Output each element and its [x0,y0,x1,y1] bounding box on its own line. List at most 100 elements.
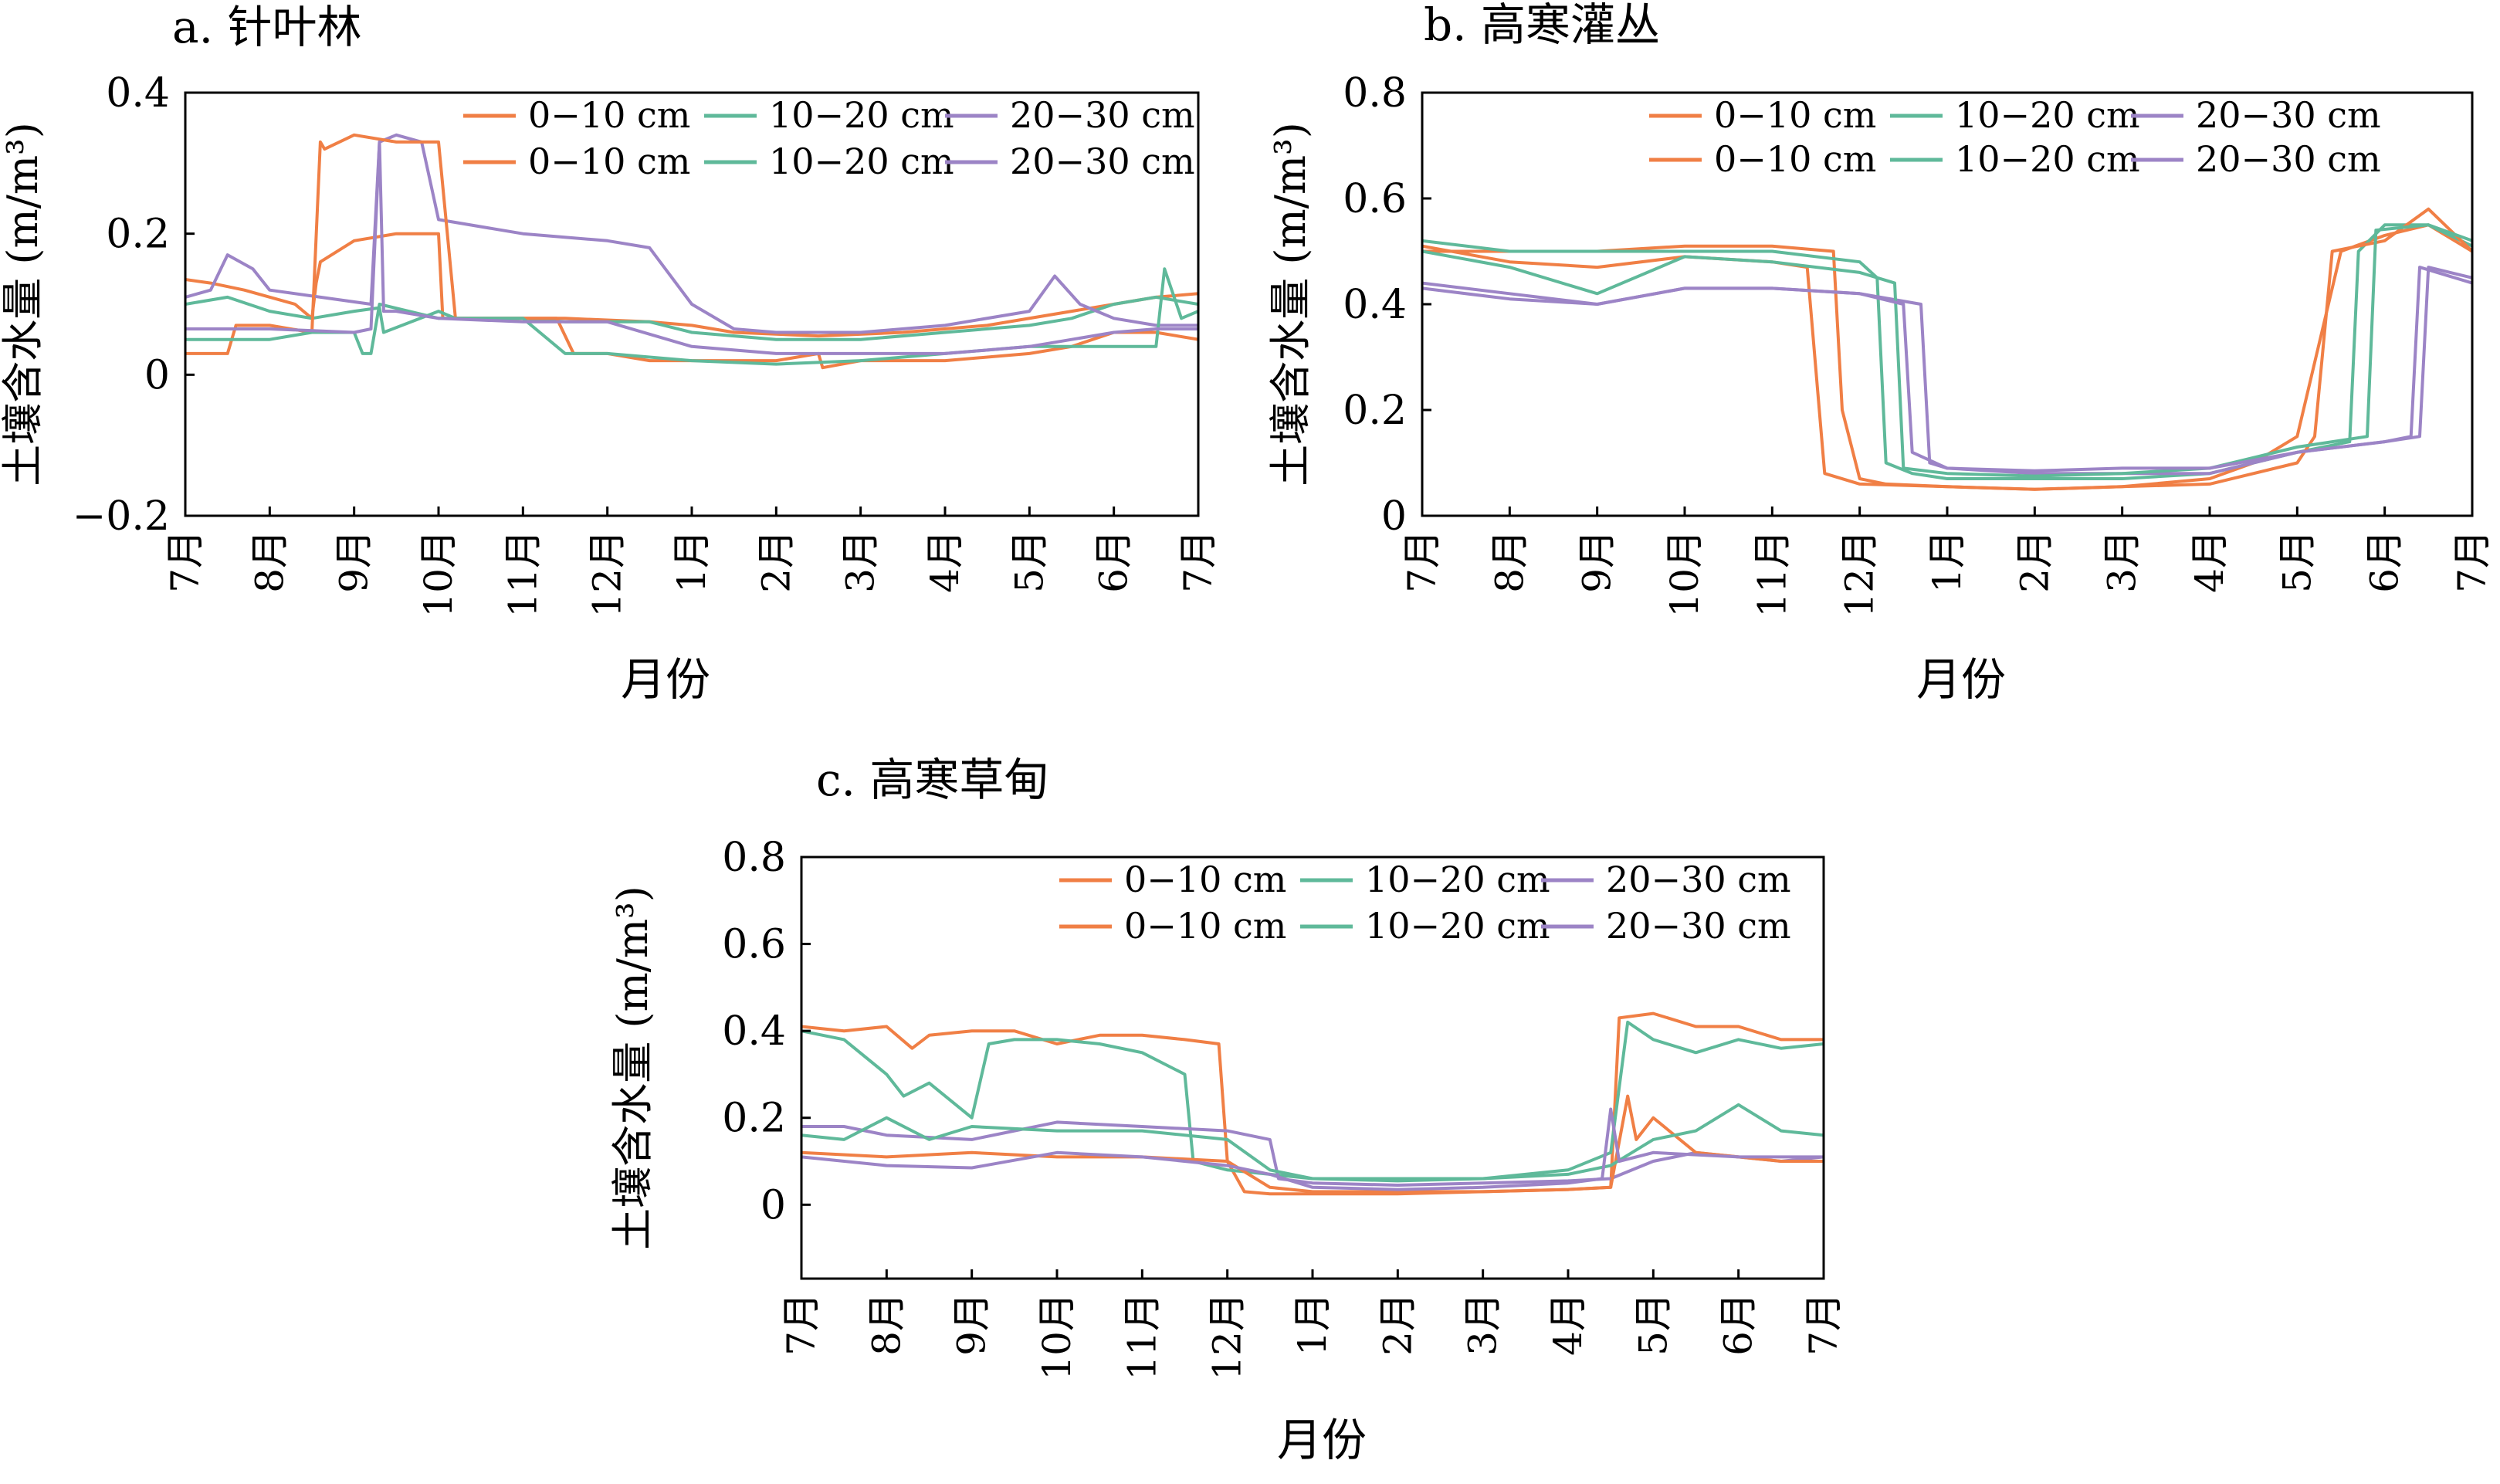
series-group [1422,207,2472,491]
x-tick-label: 7月 [1176,530,1221,593]
series-line-3 [185,133,1198,370]
legend-label: 10−20 cm [1365,905,1550,947]
series-line-0 [801,1011,1824,1196]
x-tick-label: 6月 [1716,1293,1761,1356]
chart-title: c. 高寒草甸 [816,754,1048,806]
series-line-3 [801,1094,1824,1194]
series-line-3 [1422,207,2472,491]
series-line-1 [1422,223,2472,480]
x-tick-label: 2月 [754,530,798,593]
x-tick-label: 2月 [2012,530,2057,593]
legend: 0−10 cm 10−20 cm 20−30 cm 0−10 cm 10−20 cm 20… [1649,94,2381,180]
x-axis-label: 月份 [1916,653,2006,706]
y-tick-label: 0.4 [722,1008,786,1055]
x-tick-label: 10月 [1662,530,1707,618]
x-tick-label: 1月 [669,530,714,593]
x-tick-label: 5月 [2275,530,2319,593]
x-tick-label: 5月 [1007,530,1052,593]
legend-label: 0−10 cm [528,94,690,136]
chart-title: b. 高寒灌丛 [1424,0,1660,51]
series-line-5 [1422,266,2472,473]
x-tick-label: 3月 [1461,1293,1506,1356]
x-axis-label: 月份 [621,653,710,706]
legend-label: 20−30 cm [1010,94,1195,136]
chart-title: a. 针叶林 [172,1,361,53]
legend-label: 20−30 cm [2196,138,2381,180]
x-tick-label: 11月 [1750,530,1794,618]
series-line-4 [1422,223,2472,478]
x-tick-label: 10月 [416,530,461,618]
series-line-5 [185,140,1198,355]
series-line-2 [1422,266,2472,476]
y-axis-label: 土壤含水量 (m/m³) [608,886,657,1250]
x-tick-label: 12月 [585,530,630,618]
legend: 0−10 cm 10−20 cm 20−30 cm 0−10 cm 10−20 cm 20… [1059,859,1791,947]
x-axis-label: 月份 [1277,1414,1367,1466]
x-tick-label: 3月 [2100,530,2145,593]
x-tick-label: 7月 [1400,530,1445,593]
series-line-2 [185,133,1198,334]
legend-label: 10−20 cm [1955,94,2140,136]
legend-label: 10−20 cm [1365,859,1550,900]
y-axis-label: 土壤含水量 (m/m³) [1266,122,1315,486]
x-tick-label: 4月 [2187,530,2232,593]
legend-label: 10−20 cm [1955,138,2140,180]
legend-label: 0−10 cm [1124,905,1286,947]
legend-label: 20−30 cm [1606,905,1791,947]
y-tick-label: 0.6 [1343,176,1407,222]
series-group [185,133,1198,370]
y-tick-label: 0.2 [722,1096,786,1142]
x-tick-label: 11月 [500,530,545,618]
series-line-1 [801,1020,1824,1181]
y-tick-label: 0.6 [722,922,786,968]
y-tick-label: 0 [144,352,170,398]
x-tick-label: 12月 [1205,1293,1250,1381]
legend-label: 20−30 cm [1010,141,1195,182]
x-tick-label: 7月 [779,1293,824,1356]
x-tick-label: 4月 [923,530,967,593]
y-tick-label: 0.4 [106,70,170,117]
x-tick-label: 5月 [1631,1293,1675,1356]
x-tick-label: 6月 [2363,530,2407,593]
x-tick-label: 9月 [332,530,377,593]
x-tick-label: 3月 [838,530,883,593]
legend-label: 10−20 cm [769,94,954,136]
legend-label: 0−10 cm [528,141,690,182]
series-line-5 [801,1107,1824,1191]
x-tick-label: 8月 [1487,530,1532,593]
y-tick-label: −0.2 [73,493,170,540]
x-tick-label: 9月 [1575,530,1620,593]
y-tick-label: 0.2 [106,212,170,258]
y-axis-label: 土壤含水量 (m/m³) [0,122,47,486]
x-tick-label: 1月 [1925,530,1970,593]
y-tick-label: 0.8 [1343,70,1407,117]
x-tick-label: 1月 [1290,1293,1335,1356]
x-tick-label: 8月 [864,1293,909,1356]
x-tick-label: 12月 [1838,530,1882,618]
legend-label: 0−10 cm [1714,138,1876,180]
series-group [801,1011,1824,1196]
x-tick-label: 9月 [950,1293,994,1356]
legend-label: 0−10 cm [1714,94,1876,136]
x-tick-label: 7月 [1801,1293,1846,1356]
x-tick-label: 11月 [1120,1293,1164,1381]
x-tick-label: 2月 [1375,1293,1420,1356]
x-tick-label: 7月 [163,530,208,593]
x-tick-label: 10月 [1035,1293,1079,1381]
series-line-4 [801,1103,1824,1183]
legend-label: 0−10 cm [1124,859,1286,900]
y-tick-label: 0.2 [1343,388,1407,434]
legend-label: 20−30 cm [2196,94,2381,136]
y-tick-label: 0.4 [1343,282,1407,328]
legend: 0−10 cm 10−20 cm 20−30 cm 0−10 cm 10−20 cm 20… [463,94,1195,182]
x-tick-label: 8月 [247,530,292,593]
y-tick-label: 0 [1381,493,1407,540]
x-tick-label: 7月 [2450,530,2495,593]
y-tick-label: 0 [761,1182,786,1228]
legend-label: 10−20 cm [769,141,954,182]
y-tick-label: 0.8 [722,835,786,881]
